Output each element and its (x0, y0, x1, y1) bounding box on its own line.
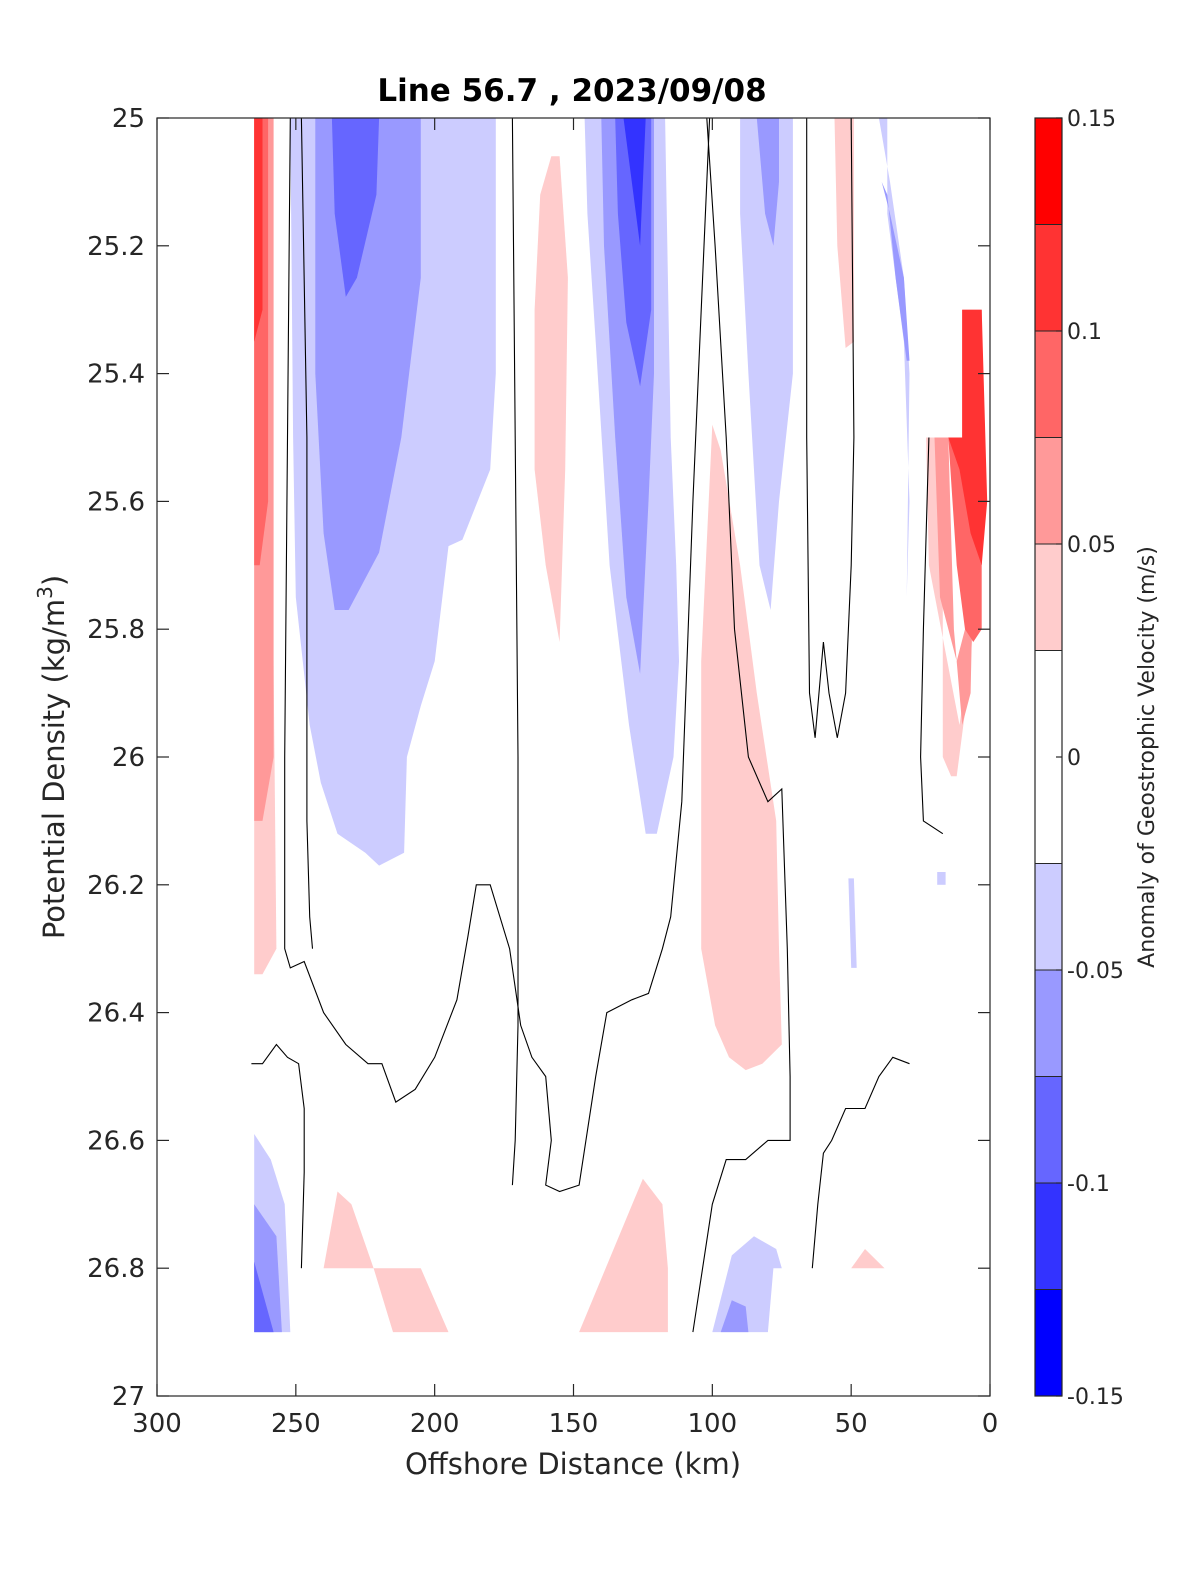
y-axis-label: Potential Density (kg/m3) (33, 575, 71, 939)
filled-contour-region (881, 181, 910, 361)
filled-contour-region (579, 1178, 668, 1333)
y-tick-label: 25 (112, 104, 145, 134)
colorbar-swatch (1035, 863, 1062, 971)
chart-title: Line 56.7 , 2023/09/08 (377, 73, 766, 109)
plot-area: 300 250 200 150 100 50 0 25 25.2 25.4 25.6 25.8 26 26… (87, 104, 998, 1439)
filled-contour-region (848, 878, 857, 968)
filled-contour-region (720, 1300, 749, 1333)
filled-contour-region (534, 156, 568, 643)
filled-contour-region (740, 118, 793, 610)
colorbar-tick-label: 0.15 (1067, 107, 1116, 132)
filled-contour-region (254, 1261, 274, 1333)
colorbar-swatch (1035, 331, 1062, 438)
filled-contour-region (254, 118, 263, 342)
colorbar-swatch (1035, 1076, 1062, 1184)
colorbar-swatch (1035, 118, 1062, 225)
colorbar-ticks: 0.15 0.1 0.05 0 -0.05 -0.1 -0.15 (1056, 107, 1124, 1410)
y-tick-label: 26.6 (87, 1126, 145, 1156)
x-tick-label: 50 (835, 1409, 868, 1439)
y-tick-label: 27 (112, 1382, 145, 1412)
colorbar-label: Anomaly of Geostrophic Velocity (m/s) (1135, 546, 1160, 968)
x-tick-label: 250 (271, 1409, 321, 1439)
x-tick-label: 0 (982, 1409, 999, 1439)
colorbar-tick-label: -0.15 (1067, 1385, 1124, 1410)
colorbar-swatch (1035, 437, 1062, 545)
y-tick-label: 25.8 (87, 615, 145, 645)
colorbar: 0.15 0.1 0.05 0 -0.05 -0.1 -0.15 Anomaly of Ge… (1034, 107, 1160, 1410)
x-tick-label: 200 (410, 1409, 460, 1439)
colorbar-swatches (1035, 118, 1062, 1397)
zero-contour-line (692, 117, 791, 1333)
colorbar-swatch (1035, 224, 1062, 332)
zero-contour-line (300, 117, 314, 949)
y-tick-label: 26.2 (87, 871, 145, 901)
filled-contour-region (937, 872, 946, 885)
filled-contour-region (834, 118, 854, 348)
y-axis-label-main: Potential Density (kg/m (37, 599, 71, 939)
x-tick-label: 300 (132, 1409, 182, 1439)
x-tick-label: 150 (549, 1409, 599, 1439)
y-tick-label: 25.6 (87, 487, 145, 517)
colorbar-tick-label: 0.05 (1067, 533, 1116, 558)
y-axis-label-superscript: 3 (33, 586, 57, 599)
zero-contour-line (511, 117, 519, 1186)
colorbar-swatch (1035, 970, 1062, 1077)
filled-contour-region (331, 118, 380, 297)
filled-contour-region (623, 118, 646, 246)
colorbar-swatch (1035, 1289, 1062, 1397)
y-tick-label: 26.4 (87, 999, 145, 1029)
filled-contour-layer (254, 118, 988, 1333)
zero-contour-line (251, 1043, 305, 1269)
colorbar-swatch (1035, 544, 1062, 651)
zero-contour-line (806, 117, 855, 738)
colorbar-tick-label: 0.1 (1067, 320, 1102, 345)
filled-contour-region (878, 118, 910, 598)
filled-contour-region (323, 1191, 449, 1333)
y-tick-label: 26 (112, 743, 145, 773)
axis-ticks: 300 250 200 150 100 50 0 25 25.2 25.4 25.6 25.8 26 26… (87, 104, 998, 1439)
filled-contour-region (934, 437, 974, 725)
x-axis-label: Offshore Distance (km) (405, 1447, 741, 1481)
y-axis-label-close: ) (37, 575, 71, 586)
colorbar-tick-label: 0 (1067, 746, 1081, 771)
zero-contour-line (811, 1056, 910, 1269)
filled-contour-region (851, 1249, 885, 1269)
filled-contour-region (701, 424, 782, 1071)
filled-contour-region (756, 118, 779, 246)
zero-contour-layer (251, 117, 944, 1333)
zero-contour-line (284, 117, 711, 1193)
zero-contour-line (920, 437, 944, 835)
y-tick-label: 26.8 (87, 1254, 145, 1284)
colorbar-tick-label: -0.1 (1067, 1172, 1110, 1197)
y-tick-label: 25.2 (87, 232, 145, 262)
colorbar-swatch (1035, 1183, 1062, 1290)
x-tick-label: 100 (688, 1409, 738, 1439)
colorbar-tick-label: -0.05 (1067, 959, 1124, 984)
y-tick-label: 25.4 (87, 360, 145, 390)
filled-contour-region (948, 309, 988, 566)
